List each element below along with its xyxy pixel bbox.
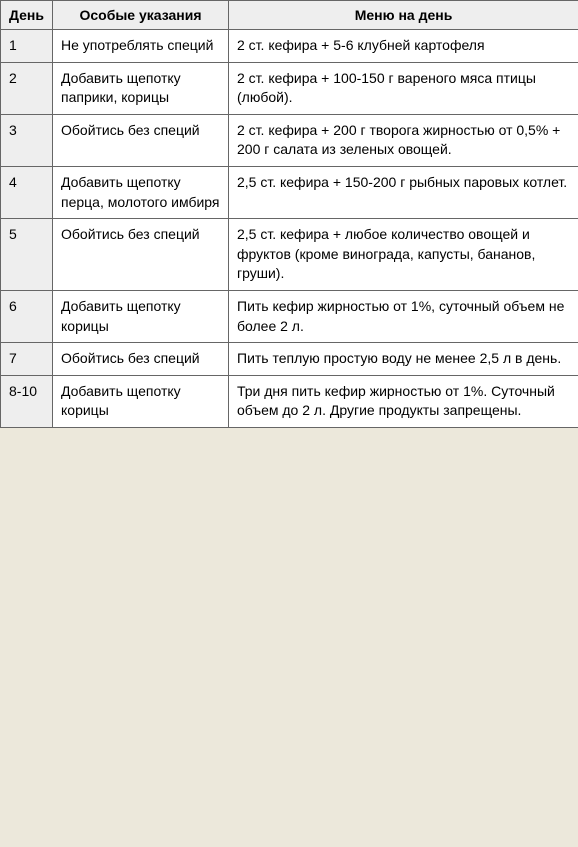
cell-day: 3 [1, 114, 53, 166]
header-instructions: Особые указания [53, 1, 229, 30]
cell-menu: 2,5 ст. кефира + любое количество овощей… [229, 219, 578, 291]
cell-day: 6 [1, 290, 53, 342]
table-row: 5 Обойтись без специй 2,5 ст. кефира + л… [1, 219, 578, 291]
cell-day: 5 [1, 219, 53, 291]
cell-instructions: Добавить щепотку корицы [53, 290, 229, 342]
cell-instructions: Добавить щепотку перца, молотого имбиря [53, 166, 229, 218]
table-row: 1 Не употреблять специй 2 ст. кефира + 5… [1, 30, 578, 63]
cell-day: 7 [1, 343, 53, 376]
table-row: 3 Обойтись без специй 2 ст. кефира + 200… [1, 114, 578, 166]
cell-instructions: Добавить щепотку паприки, корицы [53, 62, 229, 114]
cell-day: 2 [1, 62, 53, 114]
diet-table-container: День Особые указания Меню на день 1 Не у… [0, 0, 578, 428]
cell-instructions: Обойтись без специй [53, 219, 229, 291]
header-menu: Меню на день [229, 1, 578, 30]
table-header-row: День Особые указания Меню на день [1, 1, 578, 30]
cell-instructions: Обойтись без специй [53, 343, 229, 376]
header-day: День [1, 1, 53, 30]
cell-menu: Три дня пить кефир жирностью от 1%. Суто… [229, 375, 578, 427]
table-row: 4 Добавить щепотку перца, молотого имбир… [1, 166, 578, 218]
cell-instructions: Не употреблять специй [53, 30, 229, 63]
cell-menu: 2,5 ст. кефира + 150-200 г рыбных паровы… [229, 166, 578, 218]
cell-menu: 2 ст. кефира + 100-150 г вареного мяса п… [229, 62, 578, 114]
table-row: 6 Добавить щепотку корицы Пить кефир жир… [1, 290, 578, 342]
cell-menu: 2 ст. кефира + 5-6 клубней картофеля [229, 30, 578, 63]
diet-table: День Особые указания Меню на день 1 Не у… [0, 0, 578, 428]
cell-menu: 2 ст. кефира + 200 г творога жирностью о… [229, 114, 578, 166]
cell-menu: Пить теплую простую воду не менее 2,5 л … [229, 343, 578, 376]
cell-day: 4 [1, 166, 53, 218]
cell-day: 1 [1, 30, 53, 63]
cell-day: 8-10 [1, 375, 53, 427]
table-row: 2 Добавить щепотку паприки, корицы 2 ст.… [1, 62, 578, 114]
table-row: 7 Обойтись без специй Пить теплую просту… [1, 343, 578, 376]
cell-instructions: Обойтись без специй [53, 114, 229, 166]
table-body: 1 Не употреблять специй 2 ст. кефира + 5… [1, 30, 578, 428]
cell-instructions: Добавить щепотку корицы [53, 375, 229, 427]
cell-menu: Пить кефир жирностью от 1%, суточный объ… [229, 290, 578, 342]
table-row: 8-10 Добавить щепотку корицы Три дня пит… [1, 375, 578, 427]
